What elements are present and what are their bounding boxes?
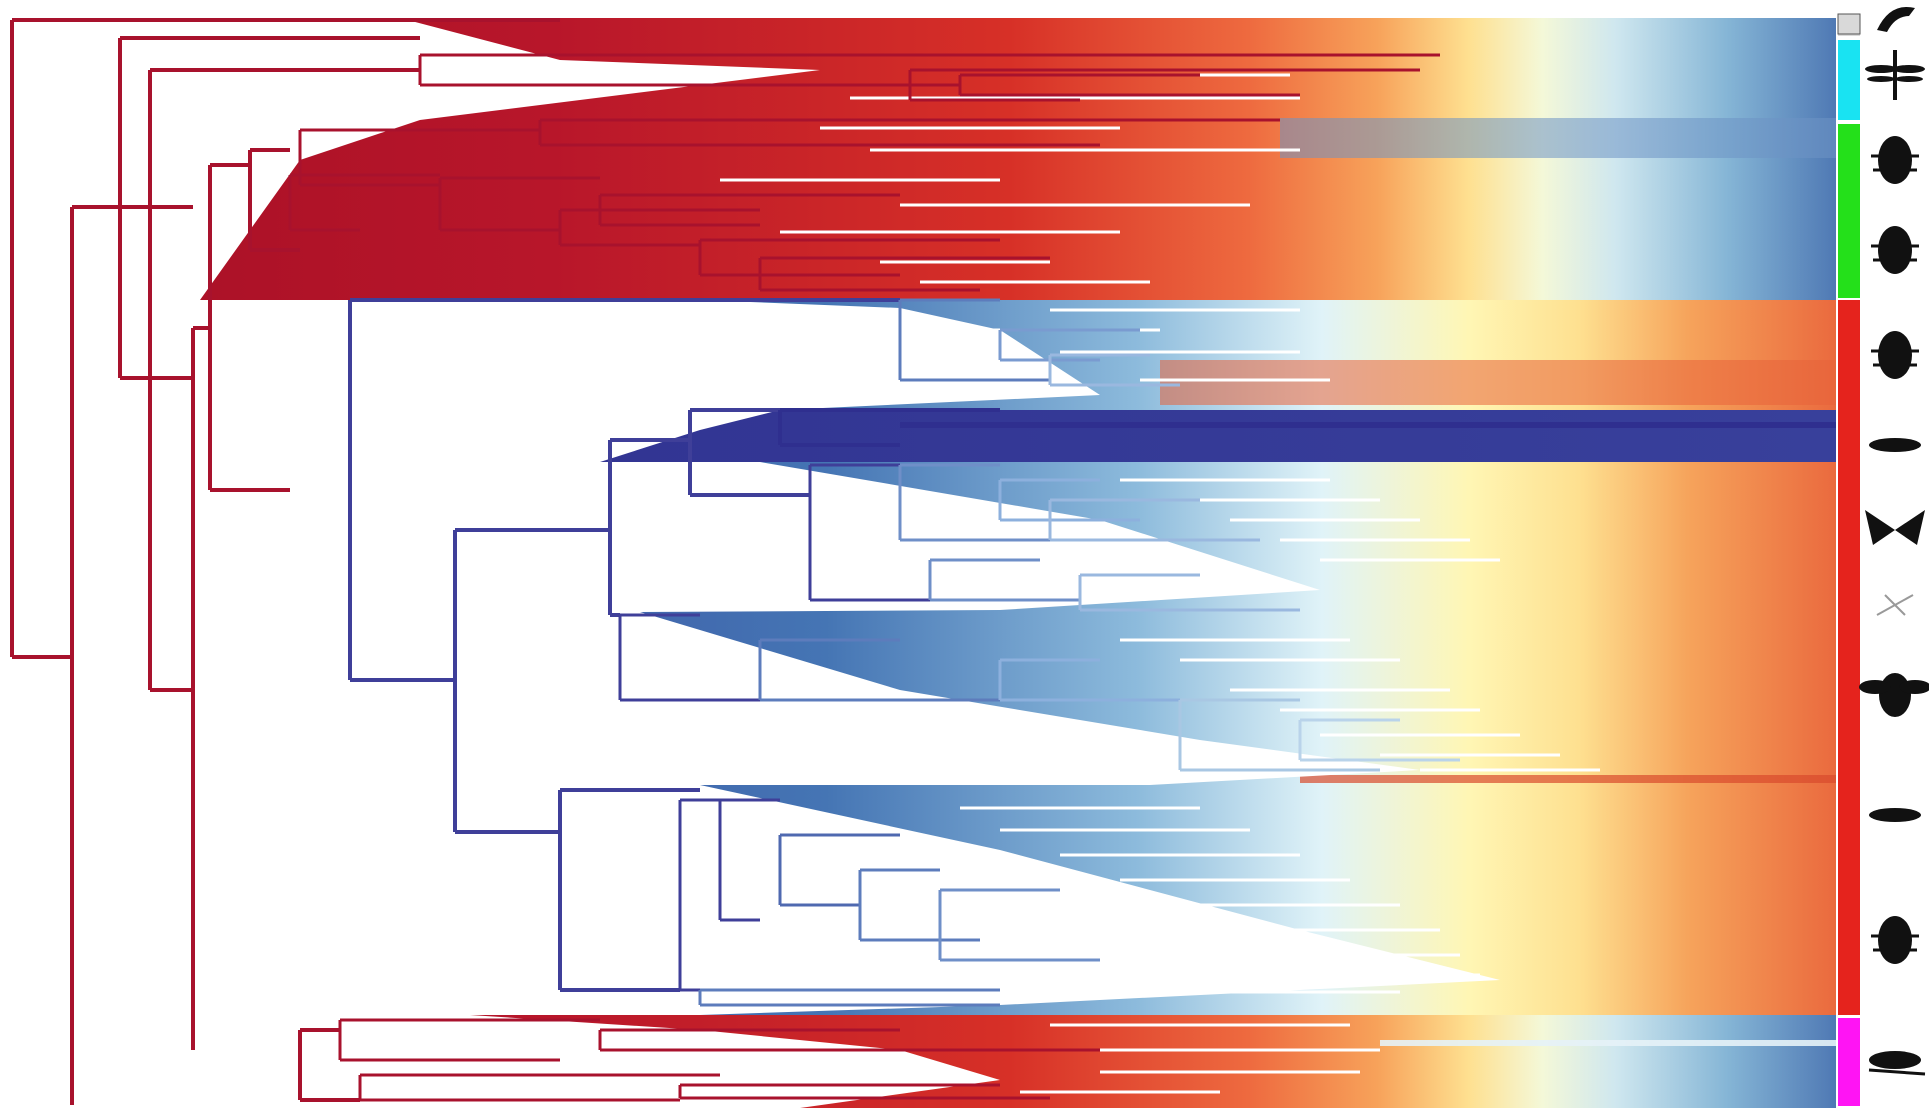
phylogeny-branches [10,18,1836,1105]
clade-strip-holometabola [1838,300,1860,1015]
mosquito-icon [1876,594,1914,616]
tip-gap [60,300,1100,410]
dragonfly-icon [1865,50,1925,100]
clade-strip-outgroup-box [1837,13,1861,35]
cricket-icon [1868,1051,1926,1076]
moth-icon [1869,808,1921,822]
clade-strip-hemiptera [1838,124,1860,298]
tip-gap [60,462,1320,612]
heatmap-accent [1280,118,1836,158]
clade-silhouettes [1859,6,1929,1076]
clade-strip-orthoptera [1838,1018,1860,1106]
flea-icon [1869,438,1921,452]
clade-strip-odonata [1838,40,1860,120]
beetle-icon [1871,916,1919,964]
bee-icon [1859,673,1929,717]
butterfly-icon [1865,510,1925,545]
aphid-icon [1871,136,1919,184]
bristletail-icon [1877,6,1915,32]
clade-color-strip [1837,13,1861,1106]
heatmap-accent [1160,360,1836,405]
heatmap-accent [1380,1040,1836,1046]
heatmap-accent [1300,775,1836,783]
stinkbug-icon [1871,226,1919,274]
wasp-icon [1871,331,1919,379]
tip-gap [60,410,780,462]
